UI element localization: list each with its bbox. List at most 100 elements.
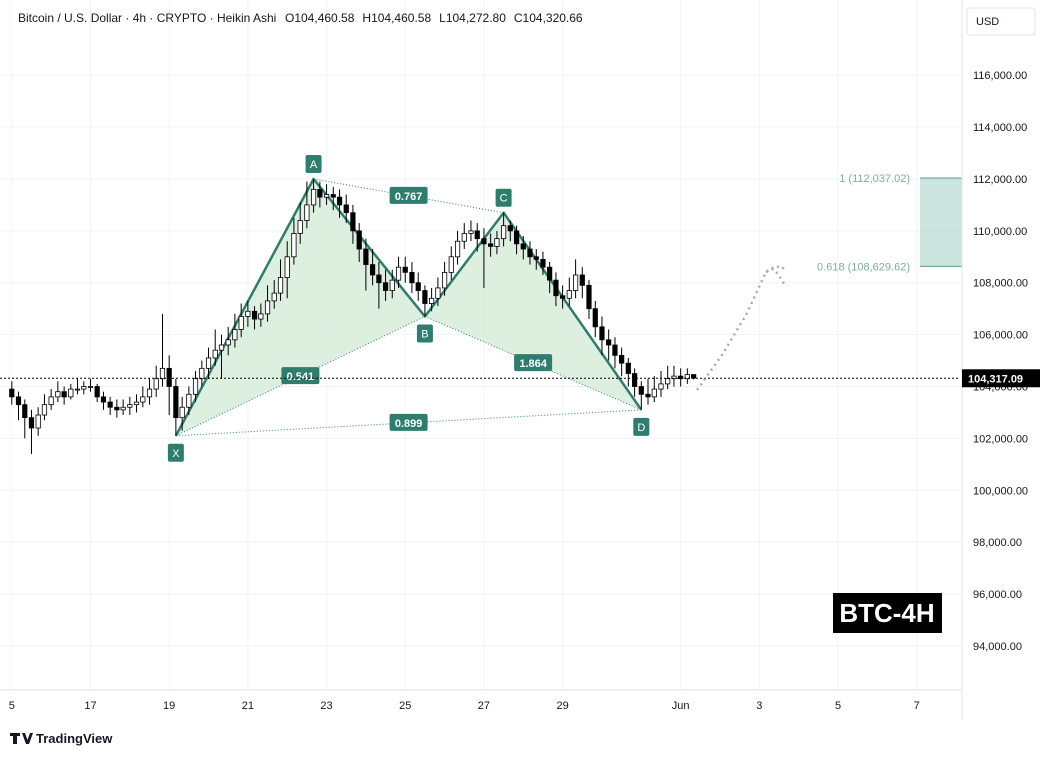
y-tick-label: 100,000.00 — [973, 485, 1028, 497]
y-tick-label: 114,000.00 — [973, 122, 1027, 134]
candle-body — [310, 188, 317, 206]
candle-body — [441, 271, 448, 289]
candle-body — [330, 194, 336, 198]
y-tick-label: 112,000.00 — [973, 174, 1027, 186]
candle-body — [205, 357, 212, 369]
candle-body — [251, 310, 258, 320]
point-box — [416, 324, 433, 343]
candle-body — [317, 188, 323, 198]
candle-body — [74, 388, 81, 391]
candle-body — [291, 233, 297, 258]
ratio-label: 1.864 — [519, 358, 547, 370]
candle-body — [127, 404, 133, 408]
y-tick-label: 108,000.00 — [973, 278, 1028, 290]
candle-body — [625, 362, 631, 374]
last-price-box — [962, 369, 1040, 388]
x-tick-label: 3 — [756, 700, 762, 712]
x-tick-label: 23 — [320, 700, 332, 712]
candle-body — [369, 264, 376, 276]
candle-body — [277, 277, 284, 294]
candle-body — [212, 349, 218, 359]
ohlc-value: C104,320.66 — [514, 11, 583, 25]
candle-body — [513, 230, 520, 245]
candle-body — [494, 238, 500, 247]
y-tick-label: 106,000.00 — [973, 330, 1028, 342]
candle-body — [533, 256, 539, 260]
candle-body — [271, 292, 277, 302]
candle-body — [323, 194, 330, 198]
ratio-label: 0.899 — [395, 418, 423, 430]
pattern-fill — [424, 212, 642, 410]
x-tick-label: 5 — [835, 700, 841, 712]
candle-body — [140, 396, 146, 403]
candle-body — [389, 279, 395, 291]
currency-box[interactable] — [966, 7, 1036, 36]
candle-body — [61, 391, 67, 398]
candle-body — [553, 279, 559, 297]
candle-body — [454, 240, 461, 258]
candle-body — [343, 204, 349, 214]
ratio-box — [389, 186, 428, 204]
candle-body — [238, 316, 244, 330]
candle-body — [429, 297, 435, 304]
candle-body — [173, 386, 179, 419]
ratio-box — [514, 354, 553, 372]
candle-body — [9, 388, 15, 398]
candle-body — [592, 308, 598, 328]
candle-body — [356, 230, 362, 250]
point-label: B — [421, 328, 428, 340]
candle-body — [560, 295, 566, 299]
candle-body — [573, 274, 579, 291]
grid — [0, 0, 960, 690]
point-label: D — [637, 422, 645, 434]
x-tick-label: 19 — [163, 700, 175, 712]
x-tick-label: 27 — [478, 700, 490, 712]
candle-body — [35, 414, 41, 429]
candle-body — [606, 339, 612, 346]
point-box — [305, 154, 322, 173]
candle-body — [186, 393, 192, 408]
x-tick-label: 5 — [9, 700, 15, 712]
candle-body — [284, 256, 290, 278]
candle-body — [658, 383, 664, 390]
candle-body — [264, 300, 271, 315]
candle-body — [28, 417, 35, 429]
candle-body — [15, 396, 22, 406]
pattern-fill — [175, 178, 425, 436]
candle-body — [68, 388, 74, 398]
candle-body — [363, 248, 369, 265]
candle-body — [619, 354, 625, 364]
ratio-label: 0.541 — [287, 371, 315, 383]
ratio-label: 0.767 — [395, 191, 423, 203]
candle-body — [297, 220, 303, 234]
candle-body — [55, 391, 61, 398]
point-label: X — [172, 448, 180, 460]
candle-body — [336, 196, 343, 206]
candle-body — [422, 290, 428, 304]
candle-body — [645, 393, 651, 398]
candle-body — [579, 274, 585, 286]
candle-body — [665, 378, 671, 385]
candle-body — [540, 258, 546, 268]
candle-body — [114, 406, 120, 411]
candle-body — [435, 287, 441, 299]
ohlc-value: O104,460.58 — [285, 11, 355, 25]
candle-body — [382, 282, 389, 291]
point-box — [167, 443, 184, 462]
candle-body — [199, 367, 205, 380]
candle-body — [566, 290, 572, 299]
candle-body — [159, 367, 166, 380]
candle-body — [225, 339, 231, 346]
candle-body — [146, 388, 153, 398]
header-title: Bitcoin / U.S. Dollar · 4h · CRYPTO · He… — [18, 11, 276, 25]
candle-body — [48, 396, 54, 406]
logo-text: TradingView — [36, 731, 113, 746]
candle-body — [94, 386, 100, 398]
candle-body — [520, 243, 526, 250]
currency[interactable]: USD — [976, 16, 999, 28]
candle-body — [81, 386, 87, 390]
candle-body — [684, 374, 690, 380]
candle-body — [474, 230, 480, 240]
candle-body — [107, 401, 113, 408]
